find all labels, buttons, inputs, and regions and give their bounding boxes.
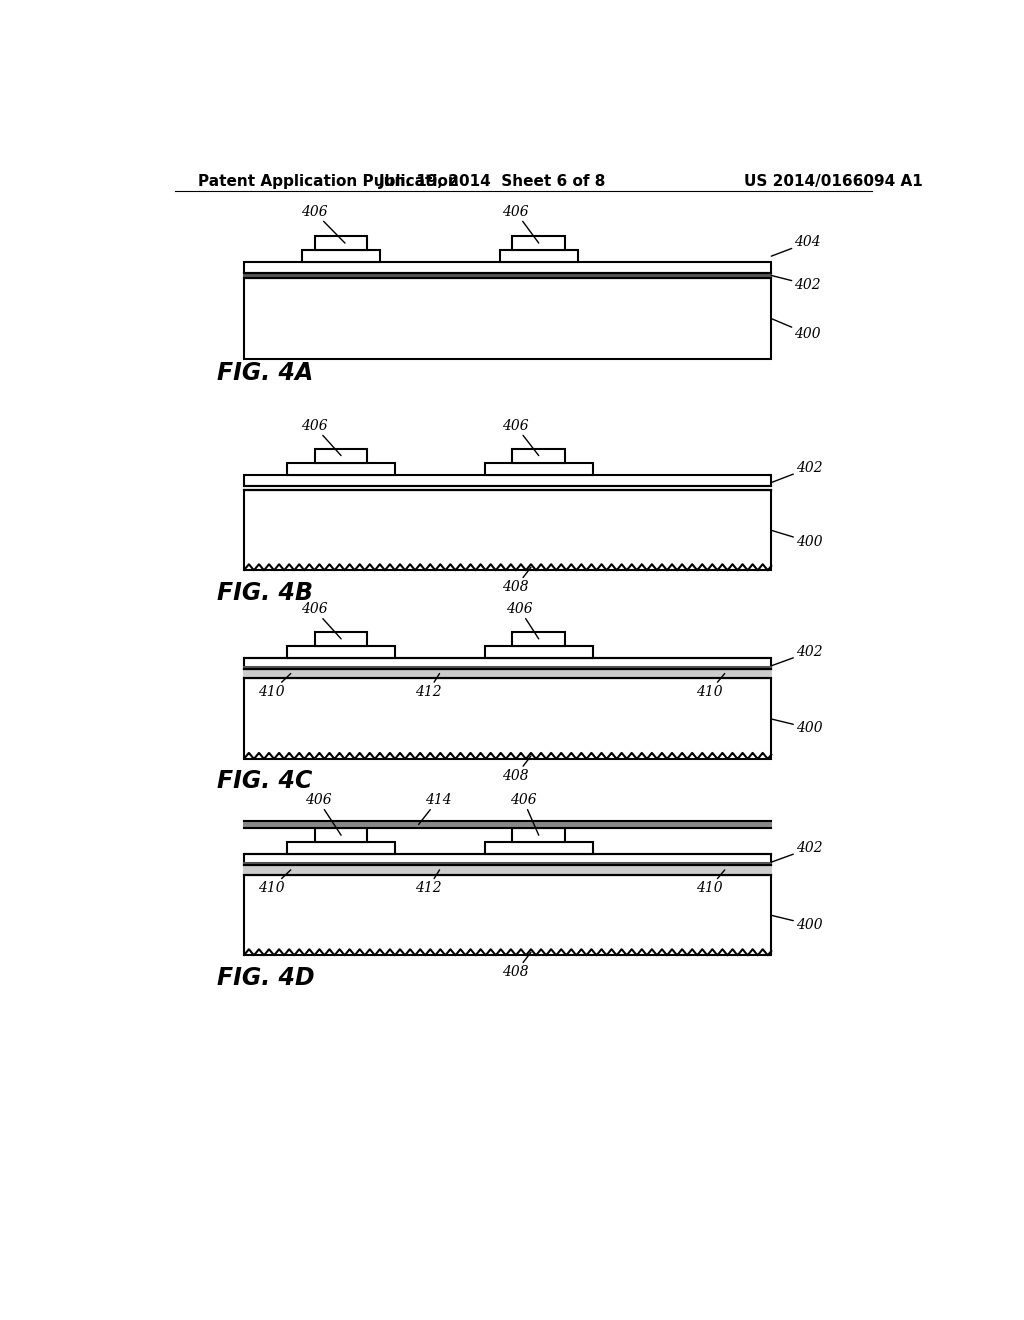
Bar [245,273,771,277]
Bar [245,659,771,669]
Bar [245,475,771,486]
Bar [245,854,771,866]
Text: 410: 410 [696,673,725,700]
Text: 400: 400 [771,915,822,932]
Text: FIG. 4B: FIG. 4B [217,581,313,605]
Bar [314,236,368,249]
Text: FIG. 4D: FIG. 4D [217,966,314,990]
Text: 406: 406 [301,205,345,243]
Text: 408: 408 [502,756,531,783]
Text: 406: 406 [502,418,539,455]
Text: 402: 402 [771,645,822,665]
Bar [484,462,593,475]
Text: 402: 402 [771,276,821,292]
Bar [245,667,771,669]
Bar [245,874,771,956]
Text: 410: 410 [258,673,291,700]
Bar [287,462,395,475]
Text: US 2014/0166094 A1: US 2014/0166094 A1 [743,174,923,189]
Text: 408: 408 [502,952,531,979]
Bar [500,249,578,263]
Bar [245,669,771,678]
Text: 410: 410 [696,870,725,895]
Text: 404: 404 [771,235,821,256]
Bar [245,821,771,829]
Text: FIG. 4C: FIG. 4C [217,770,312,793]
Text: 400: 400 [771,318,821,341]
Bar [245,277,771,359]
Text: 410: 410 [258,870,291,895]
Bar [302,249,380,263]
Text: 402: 402 [771,841,822,862]
Text: 412: 412 [415,673,441,700]
Bar [287,645,395,659]
Text: 406: 406 [506,602,539,639]
Bar [245,866,771,875]
Bar [314,449,368,462]
Text: 406: 406 [304,793,341,836]
Bar [245,863,771,866]
Bar [512,236,565,249]
Text: 406: 406 [510,793,539,836]
Text: 406: 406 [502,205,539,243]
Text: 406: 406 [301,602,341,639]
Bar [314,829,368,842]
Bar [287,842,395,854]
Text: 400: 400 [771,719,822,735]
Text: 408: 408 [502,568,531,594]
Text: Jun. 19, 2014  Sheet 6 of 8: Jun. 19, 2014 Sheet 6 of 8 [379,174,606,189]
Bar [245,263,771,273]
Bar [512,632,565,645]
Text: 406: 406 [301,418,341,455]
Text: 414: 414 [419,793,452,825]
Bar [512,829,565,842]
Text: 412: 412 [415,870,441,895]
Text: 400: 400 [771,531,822,549]
Text: 402: 402 [771,461,822,483]
Bar [245,490,771,570]
Bar [484,645,593,659]
Bar [314,632,368,645]
Text: Patent Application Publication: Patent Application Publication [198,174,459,189]
Bar [484,842,593,854]
Bar [245,678,771,759]
Text: FIG. 4A: FIG. 4A [217,362,313,385]
Bar [512,449,565,462]
